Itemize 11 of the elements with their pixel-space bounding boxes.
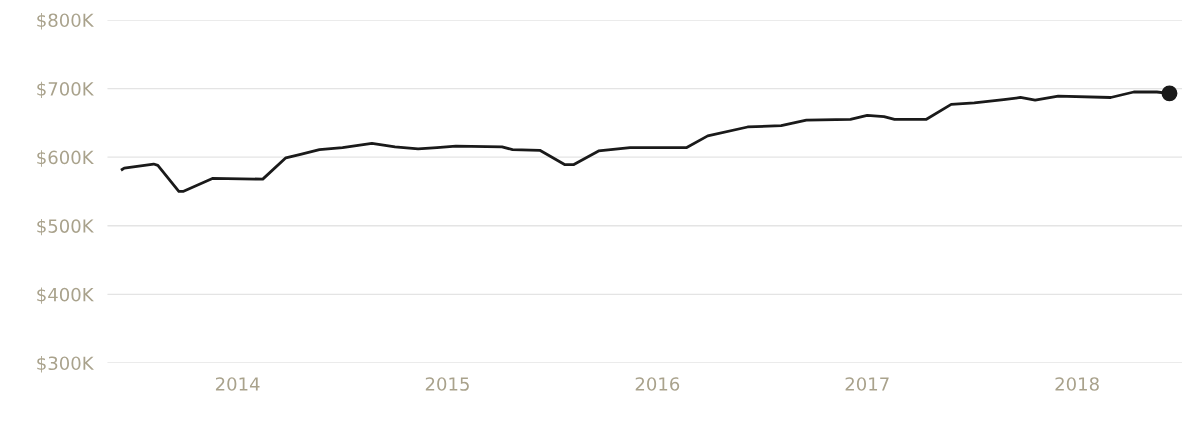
y-tick-label: $700K bbox=[37, 81, 94, 99]
x-tick-label: 2016 bbox=[635, 377, 680, 391]
y-tick-label: $600K bbox=[37, 150, 94, 167]
x-tick-label: 2017 bbox=[845, 377, 889, 391]
x-tick-label: 2015 bbox=[425, 377, 469, 391]
y-tick-label: $400K bbox=[37, 287, 94, 304]
y-tick-label: $300K bbox=[37, 356, 94, 373]
y-tick-label: $800K bbox=[37, 13, 94, 30]
y-tick-label: $500K bbox=[37, 218, 94, 236]
x-tick-label: 2018 bbox=[1055, 377, 1099, 391]
x-tick-label: 2014 bbox=[215, 377, 260, 391]
